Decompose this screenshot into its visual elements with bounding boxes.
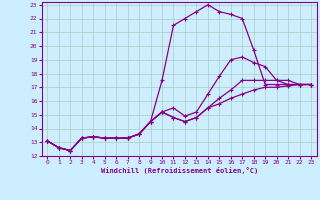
X-axis label: Windchill (Refroidissement éolien,°C): Windchill (Refroidissement éolien,°C) (100, 167, 258, 174)
